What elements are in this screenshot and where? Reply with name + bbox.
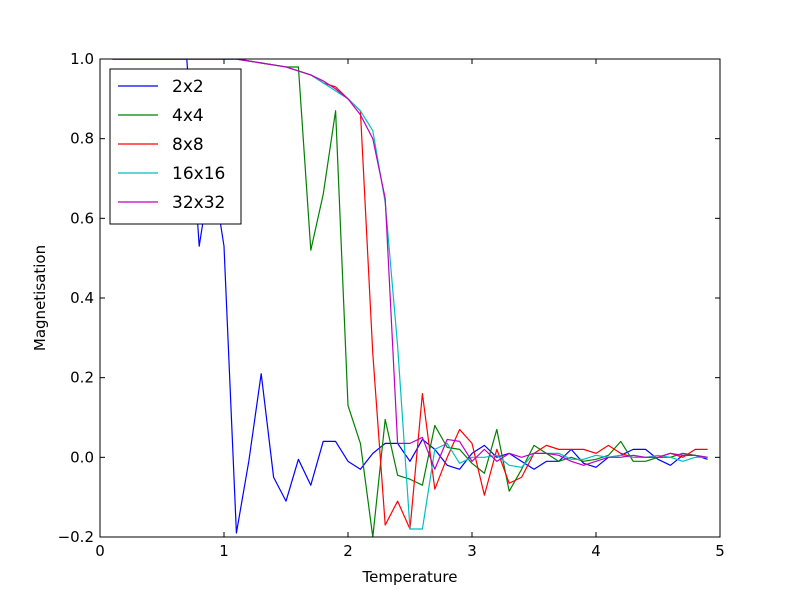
y-tick-label: 0.6 bbox=[70, 209, 94, 227]
x-tick-label: 2 bbox=[343, 542, 353, 560]
legend: 2x2 4x4 8x8 16x16 32x32 bbox=[109, 68, 242, 225]
x-tick-label: 1 bbox=[219, 542, 229, 560]
x-tick-label: 0 bbox=[95, 542, 105, 560]
y-tick-label: 0.4 bbox=[70, 289, 94, 307]
legend-label-8x8: 8x8 bbox=[172, 135, 204, 155]
legend-box bbox=[109, 68, 242, 225]
y-tick-label: 1.0 bbox=[70, 50, 94, 68]
x-tick-label: 4 bbox=[591, 542, 601, 560]
series-line-32x32 bbox=[112, 59, 708, 470]
legend-label-2x2: 2x2 bbox=[172, 77, 204, 97]
series-line-4x4 bbox=[112, 59, 708, 537]
y-axis-label: Magnetisation bbox=[31, 245, 49, 351]
legend-label-16x16: 16x16 bbox=[172, 164, 225, 184]
ticks-layer: 0 1 2 3 4 5 −0.2 0.0 0.2 0.4 0.6 0.8 1.0 bbox=[58, 50, 725, 560]
legend-label-4x4: 4x4 bbox=[172, 106, 204, 126]
x-tick-label: 3 bbox=[467, 542, 477, 560]
x-axis-label: Temperature bbox=[361, 568, 457, 586]
y-tick-label: 0.0 bbox=[70, 448, 94, 466]
x-tick-label: 5 bbox=[715, 542, 725, 560]
y-tick-label: 0.2 bbox=[70, 369, 94, 387]
legend-label-32x32: 32x32 bbox=[172, 193, 225, 213]
y-tick-label: −0.2 bbox=[58, 528, 94, 546]
y-tick-label: 0.8 bbox=[70, 130, 94, 148]
